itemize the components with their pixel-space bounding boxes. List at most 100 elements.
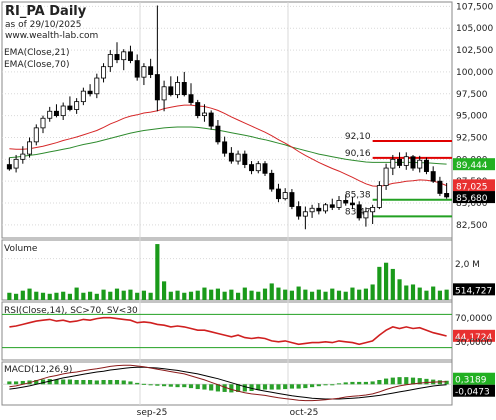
candle-body (201, 112, 207, 117)
volume-tag-bg (453, 283, 495, 296)
macd-histogram-bar (94, 380, 99, 385)
macd-histogram-bar (363, 381, 368, 385)
candle-body (107, 54, 113, 68)
volume-bar (424, 290, 429, 300)
volume-bar (303, 289, 308, 300)
volume-bar (215, 288, 220, 300)
ema21-value-tag-bg (453, 179, 495, 192)
rsi-title: RSI(Close,14), SC>70, SV<30 (4, 306, 138, 316)
volume-bar (283, 289, 288, 300)
macd-signal-line (9, 366, 447, 400)
candle-body (269, 172, 275, 190)
candle-body (343, 200, 349, 204)
price-tick-label: 97,500 (456, 90, 488, 100)
volume-bar (276, 287, 281, 300)
macd-histogram-bar (108, 379, 113, 385)
candle-body (208, 112, 214, 127)
price-tick-label: 82,500 (456, 221, 488, 231)
volume-bar (404, 285, 409, 300)
volume-bar (229, 289, 234, 300)
volume-bar (417, 287, 422, 300)
volume-value-tag: 514,727 (455, 286, 492, 296)
macd-histogram-bar (34, 379, 39, 385)
candle-body (316, 207, 322, 212)
candle-body (27, 141, 33, 155)
macd-histogram-bar (283, 384, 288, 390)
macd-histogram-bar (182, 384, 187, 388)
candle-body (121, 51, 127, 61)
macd-histogram-bar (289, 384, 294, 389)
macd-histogram-bar (168, 384, 173, 387)
candle-body (80, 90, 86, 103)
volume-bar (444, 289, 449, 300)
macd-histogram-bar (262, 384, 268, 390)
macd-title: MACD(12,26,9) (4, 365, 72, 375)
candle-body (188, 94, 194, 103)
macd-histogram-bar (350, 381, 355, 385)
candle-body (94, 77, 100, 95)
macd-histogram-bar (14, 381, 19, 385)
macd-histogram-bar (417, 378, 422, 385)
candle-body (47, 110, 53, 119)
candle-body (383, 167, 389, 186)
candle-body (114, 54, 120, 61)
macd-histogram-bar (229, 384, 234, 393)
candle-body (141, 66, 147, 78)
volume-bar (67, 293, 72, 300)
macd-histogram-bar (114, 379, 120, 385)
candle-body (262, 163, 268, 174)
macd-histogram-bar (202, 384, 207, 390)
volume-bar (27, 288, 32, 300)
candle-body (6, 164, 12, 170)
volume-bar (74, 287, 79, 300)
macd-histogram-bar (54, 379, 59, 385)
volume-bar (410, 284, 416, 300)
candle-body (323, 204, 329, 212)
volume-bar (202, 287, 207, 300)
candle-body (336, 200, 342, 208)
candle-body (430, 171, 436, 182)
rsi-value-tag: 44,1724 (455, 333, 492, 343)
candle-body (33, 127, 39, 143)
candle-body (376, 185, 382, 208)
macd-histogram-bar (155, 384, 160, 386)
candle-body (289, 192, 295, 207)
price-tick-label: 102,500 (456, 46, 493, 56)
volume-bar (108, 291, 113, 300)
volume-title: Volume (4, 244, 38, 254)
candle-body (228, 152, 234, 162)
candle-body (423, 159, 429, 172)
volume-bar (121, 290, 126, 300)
candle-body (410, 156, 416, 169)
volume-bar (54, 292, 59, 300)
macd-histogram-bar (316, 384, 321, 387)
candle-body (74, 101, 80, 110)
volume-bar (34, 291, 39, 300)
macd-histogram-bar (323, 384, 328, 386)
last-price-tag: 85,680 (456, 194, 488, 204)
macd-histogram-bar (128, 381, 133, 385)
macd-histogram-bar (88, 379, 93, 385)
macd-histogram-bar (343, 382, 348, 385)
macd-histogram-bar (397, 377, 402, 385)
volume-bar (363, 288, 368, 300)
macd-histogram-bar (67, 379, 72, 385)
ema70-line (9, 126, 447, 165)
candle-body (403, 156, 409, 166)
price-tick-label: 85,000 (456, 199, 488, 209)
volume-bar (47, 293, 52, 300)
macd-histogram-bar (7, 381, 12, 385)
macd-histogram-bar (74, 379, 79, 385)
candle-body (390, 158, 396, 169)
volume-bar (182, 292, 187, 300)
volume-bar (236, 292, 241, 300)
candle-body (444, 193, 450, 198)
candle-body (148, 66, 154, 75)
macd-histogram-bar (410, 377, 416, 385)
candle-body (249, 164, 255, 172)
macd-histogram-bar (162, 384, 167, 387)
macd-value-tag: 0,3189 (455, 376, 487, 386)
macd-histogram-bar (188, 384, 194, 389)
macd-histogram-bar (175, 384, 180, 388)
macd-histogram-bar (141, 383, 146, 385)
